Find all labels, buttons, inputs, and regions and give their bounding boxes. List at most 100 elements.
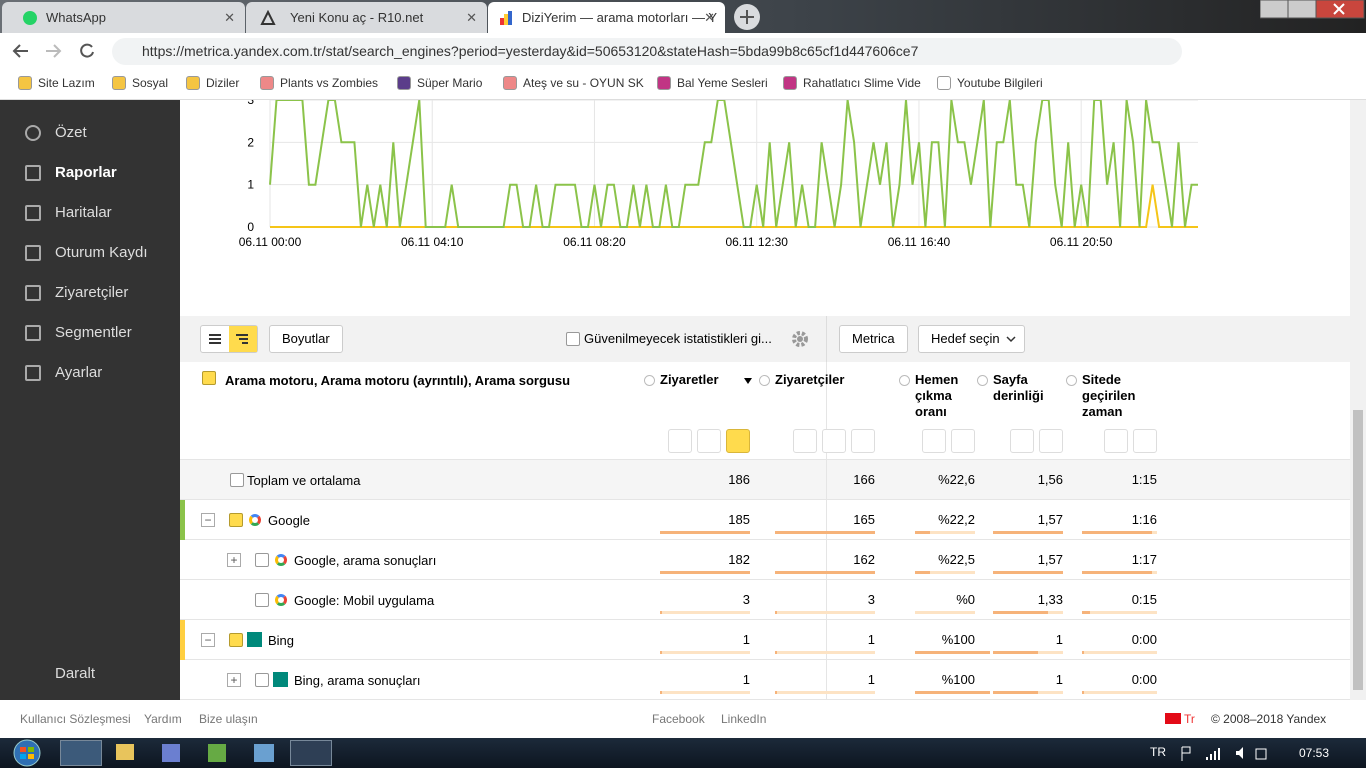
url-field[interactable]: https://metrica.yandex.com.tr/stat/searc… (112, 38, 1182, 65)
cell: 1,33 (1037, 592, 1063, 607)
bookmark[interactable]: Sosyal (132, 76, 169, 90)
start-button[interactable] (8, 739, 46, 767)
bookmark[interactable]: Süper Mario (417, 76, 483, 90)
clock[interactable]: 07:53 (1299, 746, 1330, 760)
row-label[interactable]: Toplam ve ortalama (247, 473, 361, 488)
expand-toggle[interactable]: + (227, 553, 241, 567)
column-tool[interactable] (951, 429, 975, 453)
tab[interactable]: WhatsApp ✕ (2, 2, 245, 33)
checkbox[interactable] (229, 633, 243, 647)
tray-icons[interactable] (1180, 745, 1270, 761)
expand-toggle[interactable]: − (201, 633, 215, 647)
column-tool[interactable] (1010, 429, 1034, 453)
nav-item[interactable]: Haritalar (55, 204, 112, 221)
checkbox[interactable] (255, 673, 269, 687)
checkbox[interactable] (255, 553, 269, 567)
column-header[interactable]: Hemen çıkma oranı (915, 372, 959, 419)
nav-item[interactable]: Ziyaretçiler (55, 284, 129, 301)
checkbox[interactable] (202, 371, 216, 385)
column-tool[interactable] (822, 429, 846, 453)
taskbar-app[interactable] (254, 744, 274, 762)
input-language[interactable]: TR (1150, 745, 1166, 759)
footer-link[interactable]: Yardım (144, 712, 182, 726)
settings[interactable] (791, 330, 809, 348)
expand-toggle[interactable]: + (227, 673, 241, 687)
bookmark[interactable]: Youtube Bilgileri (957, 76, 1043, 90)
social-link[interactable]: LinkedIn (721, 712, 767, 726)
column-header[interactable]: Ziyaretçiler (775, 372, 845, 387)
scroll-thumb[interactable] (1353, 410, 1363, 690)
column-header[interactable]: Ziyaretler (660, 372, 719, 387)
taskbar-app[interactable] (208, 744, 226, 762)
row-label[interactable]: Google, arama sonuçları (294, 553, 437, 568)
column-tool[interactable] (726, 429, 750, 453)
column-tool[interactable] (1104, 429, 1128, 453)
nav-item[interactable]: Oturum Kaydı (55, 244, 148, 261)
metrica-button[interactable]: Metrica (839, 325, 908, 353)
table-row[interactable]: − Bing 1 1 %100 1 0:00 (180, 620, 1350, 660)
checkbox[interactable] (229, 513, 243, 527)
sort-indicator[interactable] (744, 378, 752, 384)
bookmark[interactable]: Ateş ve su - OYUN SK (523, 76, 644, 90)
unreliable-stats[interactable]: Güvenilmeyecek istatistikleri gi... (584, 331, 772, 346)
language[interactable]: Tr (1184, 712, 1195, 726)
close[interactable]: ✕ (466, 10, 477, 25)
view-toggle[interactable] (200, 325, 258, 353)
nav-item[interactable]: Segmentler (55, 324, 132, 341)
x-tick-label: 06.11 12:30 (725, 235, 788, 249)
scrollbar[interactable] (1350, 100, 1366, 700)
taskbar-app[interactable] (60, 740, 102, 766)
collapse-label[interactable]: Daralt (55, 665, 96, 682)
bookmark[interactable]: Rahatlatıcı Slime Vide (803, 76, 921, 90)
column-tool[interactable] (851, 429, 875, 453)
x-tick-label: 06.11 00:00 (239, 235, 302, 249)
column-tool[interactable] (668, 429, 692, 453)
table-row[interactable]: + Google, arama sonuçları 182 162 %22,5 1,57 1… (180, 540, 1350, 580)
row-label[interactable]: Google (268, 513, 310, 528)
bookmark[interactable]: Site Lazım (38, 76, 95, 90)
social-link[interactable]: Facebook (652, 712, 705, 726)
expand-toggle[interactable]: − (201, 513, 215, 527)
tab[interactable]: DiziYerim — arama motorları — Y ✕ (488, 2, 725, 33)
column-header[interactable]: Sayfa derinliği (993, 372, 1044, 403)
bookmark[interactable]: Plants vs Zombies (280, 76, 379, 90)
column-tool[interactable] (922, 429, 946, 453)
close[interactable]: ✕ (224, 10, 235, 25)
goal-select[interactable]: Hedef seçin (918, 325, 1025, 353)
footer-link[interactable]: Bize ulaşın (199, 712, 258, 726)
checkbox[interactable] (566, 332, 580, 346)
bookmark[interactable]: Diziler (206, 76, 240, 90)
chart: 0 1 2 3 06.11 00:00 06.11 04:10 06.11 08:20 06.… (239, 100, 1198, 249)
column-header[interactable]: Sitede geçirilen zaman (1082, 372, 1136, 419)
footer-link[interactable]: Kullanıcı Sözleşmesi (20, 712, 131, 726)
new-tab[interactable] (733, 3, 761, 31)
dimensions-button[interactable]: Boyutlar (269, 325, 343, 353)
column-tool[interactable] (1133, 429, 1157, 453)
row-label[interactable]: Google: Mobil uygulama (294, 593, 435, 608)
nav-item[interactable]: Özet (55, 124, 87, 141)
checkbox[interactable] (230, 473, 244, 487)
window-controls[interactable] (1260, 0, 1366, 20)
table-row[interactable]: Toplam ve ortalama 186 166 %22,6 1,56 1:15 (180, 460, 1350, 500)
table-row[interactable]: Google: Mobil uygulama 3 3 %0 1,33 0:15 (180, 580, 1350, 620)
cell: 1 (1055, 672, 1063, 687)
taskbar-app[interactable] (290, 740, 332, 766)
tab[interactable]: Yeni Konu aç - R10.net ✕ (246, 2, 487, 33)
nav-item[interactable]: Raporlar (55, 164, 117, 181)
taskbar-app[interactable] (116, 744, 134, 760)
nav-item[interactable]: Ayarlar (55, 364, 103, 381)
close[interactable]: ✕ (704, 10, 715, 25)
table-row[interactable]: + Bing, arama sonuçları 1 1 %100 1 0:00 (180, 660, 1350, 700)
series-line (270, 184, 1198, 228)
bookmark[interactable]: Bal Yeme Sesleri (677, 76, 768, 90)
checkbox[interactable] (255, 593, 269, 607)
table-row[interactable]: − Google 185 165 %22,2 1,57 1:16 (180, 500, 1350, 540)
row-label[interactable]: Bing (268, 633, 295, 648)
nav-icon (25, 325, 41, 341)
column-tool[interactable] (793, 429, 817, 453)
nav-buttons[interactable] (10, 41, 100, 61)
column-tool[interactable] (697, 429, 721, 453)
taskbar-app[interactable] (162, 744, 180, 762)
row-label[interactable]: Bing, arama sonuçları (294, 673, 421, 688)
column-tool[interactable] (1039, 429, 1063, 453)
